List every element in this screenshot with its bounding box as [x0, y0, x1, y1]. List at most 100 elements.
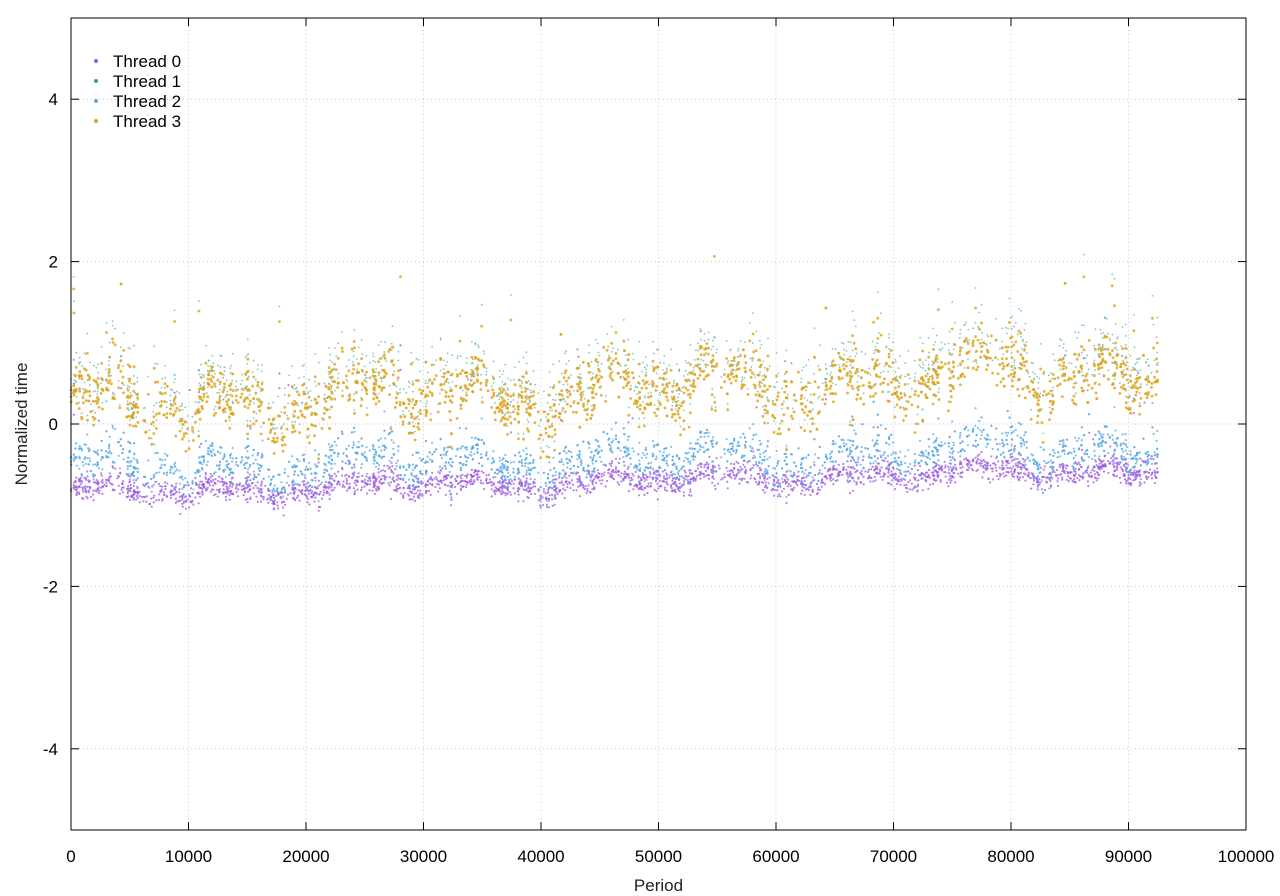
- data-point: [726, 480, 729, 483]
- data-point: [79, 482, 82, 485]
- data-point: [155, 480, 158, 483]
- data-point: [225, 482, 228, 485]
- data-point: [618, 457, 621, 460]
- data-point: [1016, 458, 1019, 461]
- data-point: [641, 472, 645, 475]
- data-point: [1055, 469, 1059, 472]
- data-point: [689, 490, 692, 493]
- data-point: [254, 458, 257, 461]
- data-point: [528, 489, 531, 492]
- data-point: [884, 427, 887, 430]
- data-point: [328, 474, 331, 477]
- data-point: [648, 475, 651, 478]
- data-point: [829, 452, 832, 455]
- data-point: [699, 465, 703, 468]
- data-point: [559, 489, 562, 492]
- data-point: [916, 479, 919, 482]
- data-point: [743, 459, 746, 463]
- data-point: [895, 467, 899, 470]
- data-point: [512, 471, 515, 474]
- data-point: [365, 457, 368, 460]
- data-point: [1011, 473, 1014, 476]
- data-point: [598, 479, 602, 482]
- data-point: [1078, 479, 1081, 482]
- data-point: [492, 482, 495, 485]
- data-point: [479, 481, 482, 485]
- data-point: [728, 442, 732, 446]
- data-point: [1126, 445, 1129, 449]
- data-point: [842, 442, 846, 445]
- data-point: [1064, 354, 1067, 357]
- data-point: [916, 485, 920, 488]
- data-point: [631, 478, 634, 481]
- data-point: [796, 484, 799, 487]
- data-point: [518, 460, 521, 464]
- data-point: [1023, 460, 1026, 463]
- data-point: [1012, 458, 1016, 461]
- data-point: [470, 436, 473, 439]
- data-point: [921, 489, 924, 492]
- data-point: [178, 476, 181, 479]
- data-point: [853, 480, 856, 483]
- data-point: [212, 484, 215, 487]
- data-point: [728, 451, 731, 454]
- data-point: [909, 479, 912, 482]
- data-point: [498, 456, 501, 459]
- data-point: [471, 458, 474, 461]
- data-point: [1002, 472, 1005, 475]
- data-point: [893, 475, 897, 478]
- data-point: [862, 455, 865, 458]
- data-point: [397, 477, 400, 480]
- data-point: [735, 449, 738, 452]
- data-point: [417, 485, 420, 488]
- data-point: [152, 501, 155, 504]
- data-point: [504, 486, 507, 489]
- data-point: [231, 485, 234, 488]
- data-point: [120, 488, 123, 491]
- data-point: [81, 486, 84, 489]
- data-point: [117, 454, 120, 457]
- data-point: [876, 457, 880, 460]
- data-point: [931, 471, 934, 474]
- data-point: [465, 486, 468, 489]
- data-point: [550, 493, 554, 496]
- data-point: [725, 466, 728, 469]
- data-point: [817, 456, 820, 460]
- data-point: [857, 456, 860, 459]
- data-point: [185, 484, 188, 487]
- data-point: [947, 468, 951, 471]
- data-point: [913, 485, 917, 488]
- data-point: [1145, 476, 1148, 479]
- data-point: [785, 501, 788, 505]
- data-point: [181, 487, 184, 490]
- data-point: [1121, 433, 1124, 436]
- data-point: [911, 488, 914, 491]
- data-point: [1052, 449, 1055, 452]
- data-point: [963, 458, 966, 461]
- data-point: [506, 482, 509, 485]
- data-point: [783, 478, 786, 481]
- data-point: [952, 444, 955, 447]
- data-point: [731, 471, 734, 474]
- data-point: [1120, 442, 1123, 445]
- data-point: [148, 486, 151, 489]
- data-point: [596, 452, 600, 455]
- data-point: [860, 472, 863, 475]
- data-point: [1092, 438, 1095, 441]
- data-point: [776, 489, 779, 492]
- data-point: [122, 458, 125, 461]
- data-point: [553, 481, 557, 484]
- data-point: [1113, 452, 1116, 456]
- data-point: [811, 490, 815, 493]
- data-point: [979, 459, 982, 462]
- data-point: [636, 486, 639, 489]
- data-point: [1039, 466, 1042, 469]
- data-point: [961, 471, 964, 474]
- data-point: [569, 486, 572, 490]
- data-point: [506, 485, 509, 488]
- data-point: [249, 484, 252, 488]
- data-point: [178, 495, 181, 498]
- data-point: [606, 432, 609, 435]
- data-point: [408, 478, 411, 481]
- data-point: [1010, 443, 1013, 446]
